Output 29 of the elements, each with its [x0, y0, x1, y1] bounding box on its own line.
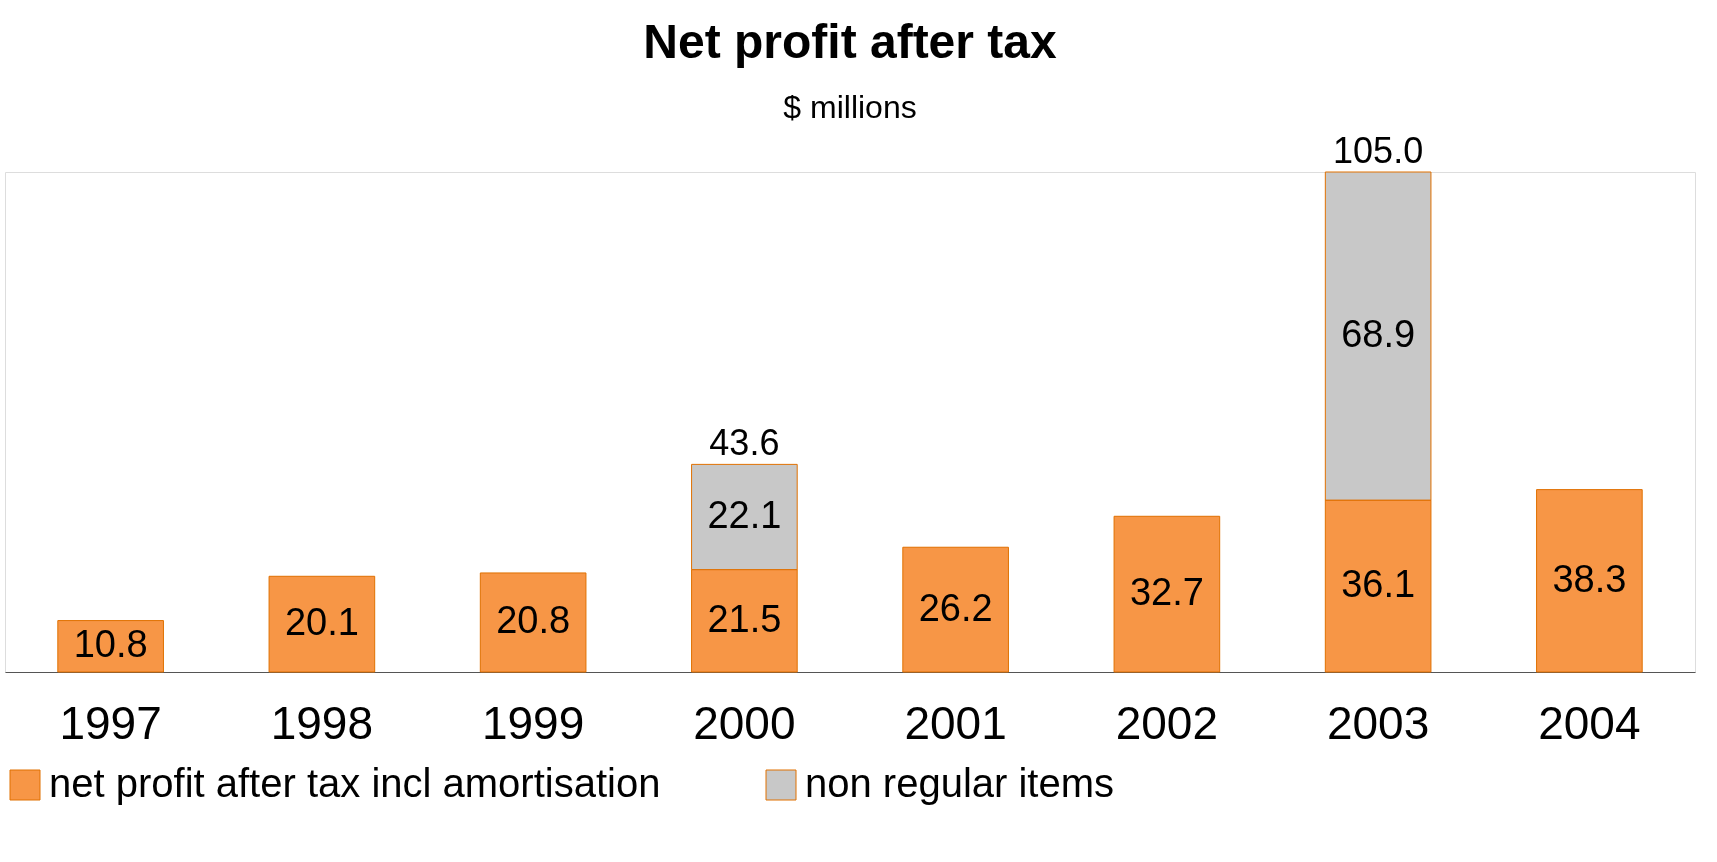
chart-title: Net profit after tax: [643, 15, 1057, 68]
x-tick-label: 2004: [1538, 696, 1641, 749]
total-label: 43.6: [709, 422, 780, 464]
bar: [902, 546, 1009, 673]
bar: [1113, 515, 1221, 673]
x-tick-label: 1997: [59, 696, 162, 749]
data-label: 20.8: [496, 599, 571, 642]
x-tick-label: 1999: [481, 696, 585, 749]
data-label: 26.2: [918, 586, 993, 629]
bar: [1536, 489, 1643, 673]
x-tick-label: 2001: [904, 696, 1007, 749]
x-tick-label: 2003: [1326, 696, 1430, 749]
legend-label: net profit after tax incl amortisation: [49, 761, 661, 805]
bar: [268, 575, 376, 673]
x-tick-label: 1998: [270, 696, 374, 749]
bar: [479, 572, 587, 673]
x-tick-label: 2000: [693, 696, 796, 749]
data-label: 68.9: [1341, 313, 1416, 356]
total-label: 105.0: [1333, 130, 1424, 171]
data-label: 38.3: [1552, 557, 1627, 600]
legend-label: non regular items: [805, 761, 1115, 805]
data-label: 21.5: [707, 597, 782, 640]
data-label: 32.7: [1129, 571, 1204, 614]
data-label: 20.1: [284, 601, 359, 644]
data-label: 10.8: [73, 623, 148, 666]
chart-subtitle: $ millions: [783, 89, 917, 125]
data-label: 36.1: [1341, 563, 1416, 606]
data-label: 22.1: [707, 494, 782, 536]
x-tick-label: 2002: [1115, 696, 1219, 749]
